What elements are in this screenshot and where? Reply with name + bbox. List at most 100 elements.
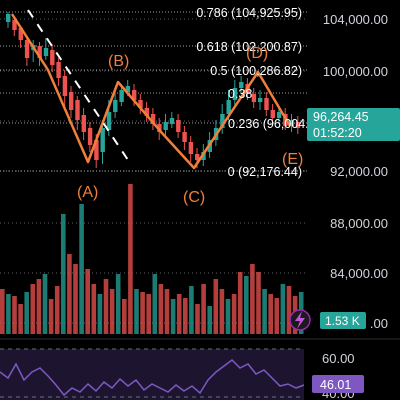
volume-bars (0, 184, 304, 334)
candle-body (100, 128, 105, 152)
candle-body (62, 76, 68, 96)
wave-label-b: (B) (108, 53, 129, 70)
candle-body (132, 90, 137, 100)
volume-bar (213, 279, 219, 334)
volume-bar (30, 284, 36, 334)
rsi-band (0, 349, 304, 400)
wave-path (10, 13, 292, 170)
candle-body (56, 62, 61, 78)
volume-bar (97, 294, 103, 334)
volume-bar (115, 274, 121, 334)
candle-body (119, 90, 124, 102)
wave-label-c: (C) (183, 189, 205, 206)
volume-bar (54, 286, 60, 334)
candle-body (226, 100, 231, 114)
candle-body (113, 100, 118, 112)
volume-bar (152, 274, 158, 334)
candle-body (12, 20, 17, 30)
candle-body (169, 118, 175, 124)
volume-bar (164, 289, 170, 334)
candle-body (37, 46, 42, 58)
volume-bar (225, 299, 231, 334)
volume-bar (6, 294, 11, 334)
candle-body (220, 114, 225, 128)
volume-bar (146, 294, 151, 334)
price-axis-label: .00 (370, 316, 388, 331)
volume-bar (24, 292, 29, 334)
volume-bar (274, 298, 280, 334)
volume-bar (256, 272, 261, 334)
volume-bar (103, 279, 109, 334)
volume-bar (140, 292, 145, 334)
volume-bar (237, 272, 243, 334)
candle-body (43, 48, 49, 56)
rsi-axis-label: 60.00 (322, 351, 355, 366)
volume-bar (79, 204, 84, 334)
volume-bar (134, 289, 139, 334)
elliott-wave-lines (10, 9, 292, 170)
volume-bar (48, 299, 54, 334)
current-price-badge (307, 108, 400, 141)
candle-body (258, 98, 263, 102)
volume-bar (18, 304, 23, 334)
current-price-value: 96,264.45 (313, 110, 369, 124)
candle-body (18, 28, 23, 40)
volume-bar (61, 214, 66, 334)
wave-label-e: (E) (282, 151, 303, 168)
volume-bar (42, 274, 48, 334)
volume-bar (0, 289, 5, 334)
fib-label-0: 0 (92,176.44) (228, 165, 302, 179)
wave-label-d: (D) (246, 45, 268, 62)
volume-bar (231, 294, 237, 334)
volume-bar (36, 279, 42, 334)
candle-body (50, 50, 55, 65)
fib-label-0236: 0.236 (96,004.54) (228, 117, 327, 131)
candle-body (295, 122, 301, 128)
fib-label-0618: 0.618 (102,200.87) (196, 40, 302, 54)
candle-body (264, 98, 269, 110)
candle-body (270, 110, 275, 118)
trend-dashed-line (27, 9, 129, 161)
price-axis-label: 100,000.00 (323, 64, 388, 79)
volume-bar (201, 284, 206, 334)
volume-bar (207, 306, 212, 334)
volume-bar (250, 264, 255, 334)
fib-label-0382: 0.38 (228, 87, 252, 101)
price-axis-label: 88,000.00 (330, 216, 388, 231)
candle-body (232, 88, 238, 100)
candle-countdown: 01:52:20 (313, 126, 362, 140)
candle-body (94, 140, 99, 160)
candle-body (157, 124, 162, 132)
volume-bar (280, 284, 286, 334)
volume-bar (195, 304, 200, 334)
candle-body (182, 132, 187, 142)
candle-body (69, 92, 74, 110)
candle-body (163, 122, 168, 130)
volume-bar (73, 264, 78, 334)
wave-label-a: (A) (77, 184, 98, 201)
candle-body (251, 94, 257, 102)
fib-label-0786: 0.786 (104,925.95) (196, 6, 302, 20)
fibonacci-levels (0, 11, 308, 172)
candle-body (150, 114, 156, 124)
volume-bar (262, 289, 267, 334)
volume-bar (244, 276, 249, 334)
volume-bar (158, 284, 164, 334)
candle-body (125, 86, 131, 92)
rsi-line (0, 359, 305, 397)
candle-body (138, 100, 143, 108)
candle-body (176, 120, 181, 132)
volume-bar (67, 254, 72, 334)
volume-bar (183, 298, 188, 334)
volume-bar (170, 299, 176, 334)
candle-body (75, 100, 80, 120)
price-axis-label: 104,000.00 (323, 12, 388, 27)
price-axis-label: 92,000.00 (330, 164, 388, 179)
volume-bar (85, 269, 90, 334)
volume-bar (122, 299, 127, 334)
volume-bar (128, 184, 133, 334)
volume-bar (91, 284, 97, 334)
rsi-value: 46.01 (320, 378, 351, 392)
volume-bar (286, 286, 292, 334)
